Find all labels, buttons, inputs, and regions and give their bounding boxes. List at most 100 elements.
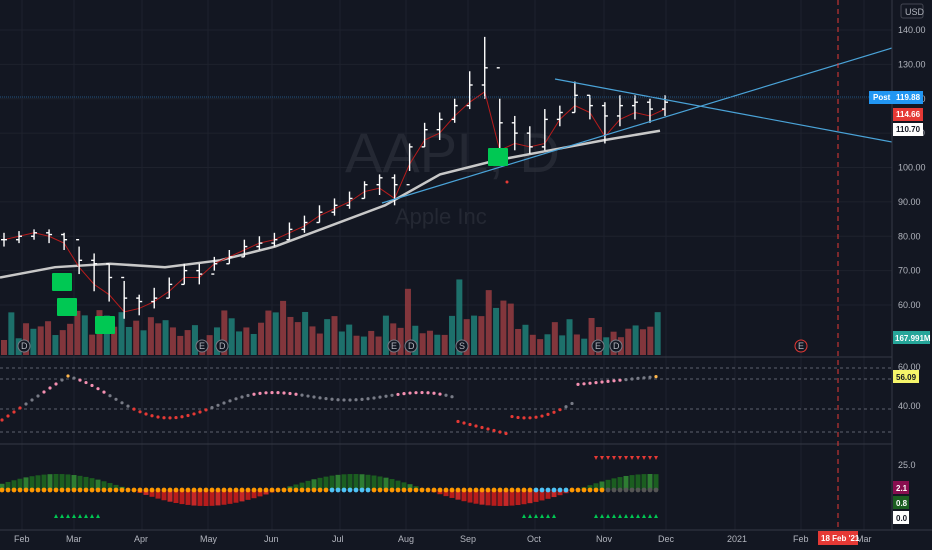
osc-dot (486, 427, 490, 431)
trendline-rising[interactable] (381, 47, 893, 204)
osc-dot (0, 418, 4, 422)
price-bar (316, 205, 323, 224)
volume-bar (375, 336, 382, 355)
event-marker (387, 339, 401, 353)
price-bar (301, 215, 308, 233)
hist-dot (473, 487, 479, 493)
hist-signal-up (528, 514, 532, 518)
hist-bar (401, 482, 407, 490)
event-marker-label: D (613, 341, 620, 351)
volume-bar (206, 335, 213, 355)
hist-dot (455, 487, 461, 493)
hist-dot (365, 487, 371, 493)
hist-bar (179, 490, 185, 505)
osc-dot (378, 395, 382, 399)
osc-dot (174, 415, 178, 420)
osc-dot (588, 381, 592, 385)
hist-bar (455, 490, 461, 500)
hist-bar (191, 490, 197, 506)
hist-signal-up (90, 514, 94, 518)
hist-bar (197, 490, 203, 506)
osc-dot (42, 390, 46, 394)
hist-bar (599, 481, 605, 490)
hist-dot (485, 487, 491, 493)
price-tick-label: 90.00 (898, 197, 921, 207)
volume-bar (639, 329, 646, 355)
osc-dot (348, 398, 352, 402)
hist-signal-up (600, 514, 604, 518)
hist-bar (371, 475, 377, 490)
hist-value-3: 0.0 (896, 514, 908, 523)
hist-dot (449, 487, 455, 493)
hist-dot (287, 487, 293, 493)
price-bar (211, 256, 218, 275)
osc-dot (300, 393, 304, 397)
osc-dot (480, 425, 484, 430)
osc-dot (636, 376, 640, 380)
hist-signal-up (84, 514, 88, 518)
hist-signal-down (612, 456, 616, 460)
hist-bar (623, 475, 629, 490)
volume-bar (507, 303, 514, 355)
hist-dot (323, 487, 329, 493)
hist-dot (245, 487, 251, 493)
osc-dot (288, 391, 292, 396)
name-watermark: Apple Inc (395, 204, 487, 229)
hist-dot (407, 487, 413, 493)
hist-bar (35, 475, 41, 490)
currency-box[interactable] (900, 3, 924, 19)
osc-dot (654, 375, 658, 379)
hist-dot (617, 487, 623, 493)
volume-bar (360, 336, 367, 355)
osc-dot (30, 398, 34, 402)
hist-bar (209, 490, 215, 506)
hist-dot (0, 487, 5, 493)
hist-bar (647, 474, 653, 490)
hist-signal-up (648, 514, 652, 518)
volume-bar (588, 317, 595, 355)
hist-dot (629, 487, 635, 493)
osc-dot (384, 394, 388, 398)
osc-dot (324, 397, 328, 401)
currency-label: USD (905, 7, 925, 17)
hist-dot (137, 487, 143, 493)
osc-dot (216, 403, 220, 407)
date-marker-label: 18 Feb '21 (821, 534, 860, 543)
hist-bar (227, 490, 233, 504)
hist-dot (419, 487, 425, 493)
time-tick-label: Aug (398, 534, 414, 544)
osc-dot (318, 396, 322, 400)
trendline-falling[interactable] (554, 78, 893, 143)
volume-bar (566, 319, 573, 355)
osc-dot (264, 391, 268, 395)
volume-bar (45, 321, 52, 355)
price-bar (91, 253, 98, 292)
volume-bar (382, 315, 389, 355)
volume-bar (456, 279, 463, 355)
hist-dot (161, 487, 167, 493)
osc-dot (642, 376, 646, 380)
volume-bar (243, 327, 250, 355)
osc-dot (354, 398, 358, 402)
hist-dot (131, 487, 137, 493)
osc-dot (516, 415, 520, 420)
hist-dot (521, 487, 527, 493)
hist-bar (497, 490, 503, 506)
osc-dot (210, 406, 214, 410)
hist-dot (197, 487, 203, 493)
hist-dot (113, 487, 119, 493)
hist-dot (653, 487, 659, 493)
price-bar (181, 263, 188, 286)
volume-bar (265, 310, 272, 355)
hist-dot (23, 487, 29, 493)
osc-dot (504, 431, 508, 436)
event-marker-label: D (408, 341, 415, 351)
event-marker (591, 339, 605, 353)
price-bar (226, 250, 233, 265)
hist-dot (215, 487, 221, 493)
volume-bar (118, 312, 125, 355)
hist-bar (11, 480, 17, 490)
time-tick-label: Jul (332, 534, 344, 544)
volume-bar (353, 335, 360, 355)
